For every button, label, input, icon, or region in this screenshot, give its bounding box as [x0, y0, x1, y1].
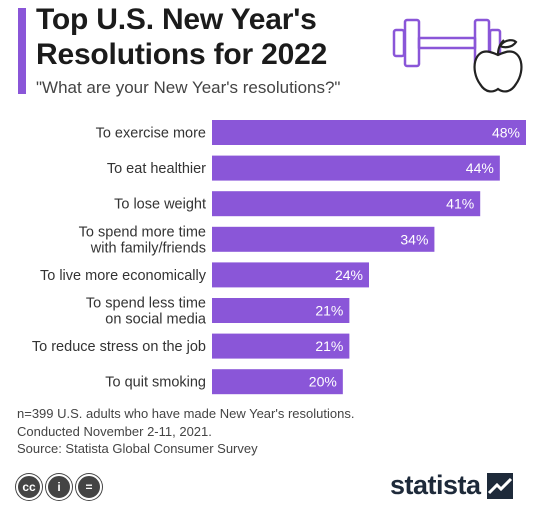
attribution-icon[interactable]: i — [46, 474, 72, 500]
title-accent-bar — [18, 8, 26, 94]
category-label: To reduce stress on the job — [32, 339, 206, 355]
value-label: 48% — [492, 125, 520, 141]
category-label: To live more economically — [40, 268, 207, 284]
bar — [212, 262, 369, 288]
bar-chart: 48% To exercise more 44% To eat healthier 41… — [32, 120, 526, 395]
license-icons: cc i = — [16, 474, 102, 500]
bar — [212, 191, 481, 217]
bar — [212, 155, 500, 181]
value-label: 20% — [309, 374, 337, 390]
bar — [212, 369, 343, 395]
chart-subtitle: "What are your New Year's resolutions?" — [36, 78, 341, 97]
bar — [212, 298, 350, 323]
statista-mark-icon — [486, 472, 513, 499]
value-label: 21% — [315, 303, 343, 319]
value-label: 41% — [446, 196, 474, 212]
value-label: 24% — [335, 267, 363, 283]
value-label: 21% — [315, 338, 343, 354]
source-note: Source: Statista Global Consumer Survey — [17, 441, 258, 456]
date-note: Conducted November 2-11, 2021. — [17, 423, 212, 439]
value-label: 34% — [400, 231, 428, 247]
category-label: To spend more time with family/friends — [79, 224, 206, 256]
category-label: To exercise more — [96, 126, 206, 142]
no-derivatives-icon[interactable]: = — [76, 474, 102, 500]
chart-notes: n=399 U.S. adults who have made New Year… — [17, 405, 354, 458]
category-label: To spend less time on social media — [86, 296, 207, 328]
category-label: To eat healthier — [107, 161, 206, 177]
bar — [212, 333, 350, 359]
cc-icon[interactable]: cc — [16, 474, 42, 500]
category-label: To lose weight — [114, 197, 206, 213]
sample-note: n=399 U.S. adults who have made New Year… — [17, 406, 355, 421]
bar — [212, 120, 526, 145]
statista-logo[interactable]: statista — [390, 470, 513, 501]
category-label: To quit smoking — [105, 375, 206, 391]
chart-title: Top U.S. New Year's Resolutions for 2022 — [36, 3, 328, 71]
dumbbell-and-apple-icon — [392, 18, 523, 93]
bar — [212, 226, 435, 252]
logo-text: statista — [390, 470, 481, 500]
value-label: 44% — [466, 160, 494, 176]
